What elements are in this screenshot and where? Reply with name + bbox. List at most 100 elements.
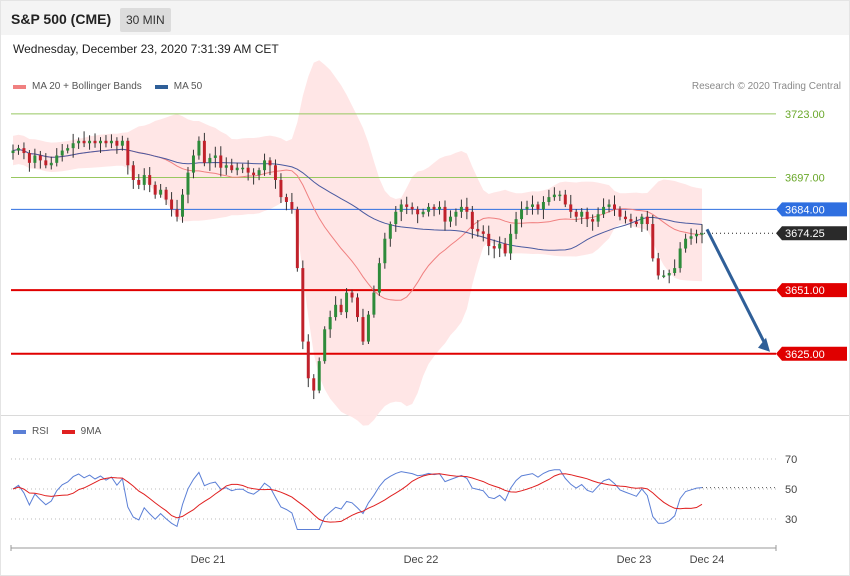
candle-body: [640, 216, 644, 225]
rsi-9ma-line: [12, 473, 703, 523]
candle-body: [569, 204, 573, 212]
level-label: 3651.00: [776, 283, 847, 298]
candle: [634, 216, 638, 227]
level-label-text: 3651.00: [785, 285, 825, 297]
candle: [11, 144, 15, 160]
candle-body: [503, 243, 507, 254]
level-label-text: 3674.25: [785, 228, 825, 240]
candle-body: [454, 211, 458, 217]
level-label-text: 3697.00: [785, 173, 825, 185]
candle-body: [700, 233, 704, 235]
level-tag: [776, 226, 847, 241]
legend-swatch-9ma: [61, 429, 75, 434]
candle-body: [290, 202, 294, 210]
main-legend: MA 20 + Bollinger Bands MA 50: [13, 81, 202, 92]
candle-body: [99, 140, 102, 144]
candle: [175, 199, 179, 222]
candle-body: [126, 140, 130, 166]
candle: [640, 213, 644, 232]
candle-body: [563, 194, 567, 205]
candle-body: [552, 194, 556, 198]
candle: [651, 214, 655, 262]
time-tick-label: Dec 23: [617, 554, 652, 566]
candle: [284, 193, 288, 211]
candle-body: [383, 238, 387, 264]
candle-body: [66, 148, 70, 151]
candle-body: [536, 204, 540, 210]
candle: [394, 206, 398, 232]
projection-arrow: [705, 228, 768, 347]
candle: [99, 137, 102, 153]
candle-body: [186, 172, 190, 195]
candle-body: [263, 160, 267, 171]
candle: [334, 296, 338, 321]
candle: [120, 135, 124, 151]
candle: [230, 158, 234, 173]
candle-body: [410, 206, 414, 210]
candle-body: [372, 292, 376, 315]
candle-body: [520, 209, 524, 220]
candle-body: [38, 155, 42, 161]
candle-body: [339, 304, 343, 313]
candle-body: [71, 143, 75, 149]
level-label: 3674.25: [776, 226, 847, 241]
candle: [662, 270, 666, 279]
candle: [427, 203, 431, 217]
candle-body: [104, 140, 108, 144]
candle: [673, 259, 677, 276]
candle-body: [498, 243, 502, 249]
candle-body: [252, 172, 256, 176]
candle: [306, 334, 310, 388]
candle-body: [257, 170, 261, 176]
candle: [93, 133, 97, 148]
candle: [684, 233, 688, 253]
candle-body: [197, 140, 201, 156]
candle: [219, 146, 223, 177]
rsi-line: [12, 469, 703, 530]
candle-body: [492, 246, 496, 249]
candle-body: [202, 140, 206, 163]
candle: [645, 210, 649, 231]
candle-body: [684, 238, 688, 249]
candle-body: [487, 233, 491, 247]
level-label: 3625.00: [776, 346, 847, 361]
candle: [137, 174, 141, 190]
candle: [547, 189, 551, 206]
time-tick-label: Dec 22: [404, 554, 439, 566]
candle: [492, 239, 496, 259]
candle: [323, 326, 327, 364]
timeframe-badge[interactable]: 30 MIN: [120, 8, 171, 32]
candle-body: [350, 292, 354, 298]
candle-body: [33, 155, 37, 163]
candle-body: [284, 197, 288, 202]
candle-body: [541, 202, 545, 210]
candle-body: [164, 189, 168, 200]
chart-header: S&P 500 (CME) 30 MIN: [1, 1, 849, 35]
candle: [536, 201, 540, 215]
time-tick-label: Dec 21: [191, 554, 226, 566]
candle-body: [695, 233, 699, 237]
candle: [432, 204, 436, 217]
candle: [186, 166, 190, 204]
candle: [38, 150, 42, 169]
candle-body: [356, 297, 359, 318]
candle-body: [662, 275, 666, 277]
candle: [131, 161, 135, 189]
candle: [596, 207, 600, 227]
candle: [678, 242, 682, 273]
candle: [563, 189, 567, 208]
candle-body: [427, 206, 431, 212]
candle-body: [306, 341, 310, 379]
candle-body: [443, 206, 447, 222]
candle-body: [208, 157, 212, 163]
candle: [77, 137, 81, 149]
candle: [328, 310, 332, 338]
candle-body: [49, 162, 53, 166]
projection-arrow-head: [758, 337, 770, 352]
candle: [71, 133, 75, 158]
candle: [159, 184, 163, 198]
candle: [481, 225, 485, 242]
candle: [410, 202, 414, 215]
candle: [383, 232, 387, 269]
candle-body: [667, 273, 671, 276]
